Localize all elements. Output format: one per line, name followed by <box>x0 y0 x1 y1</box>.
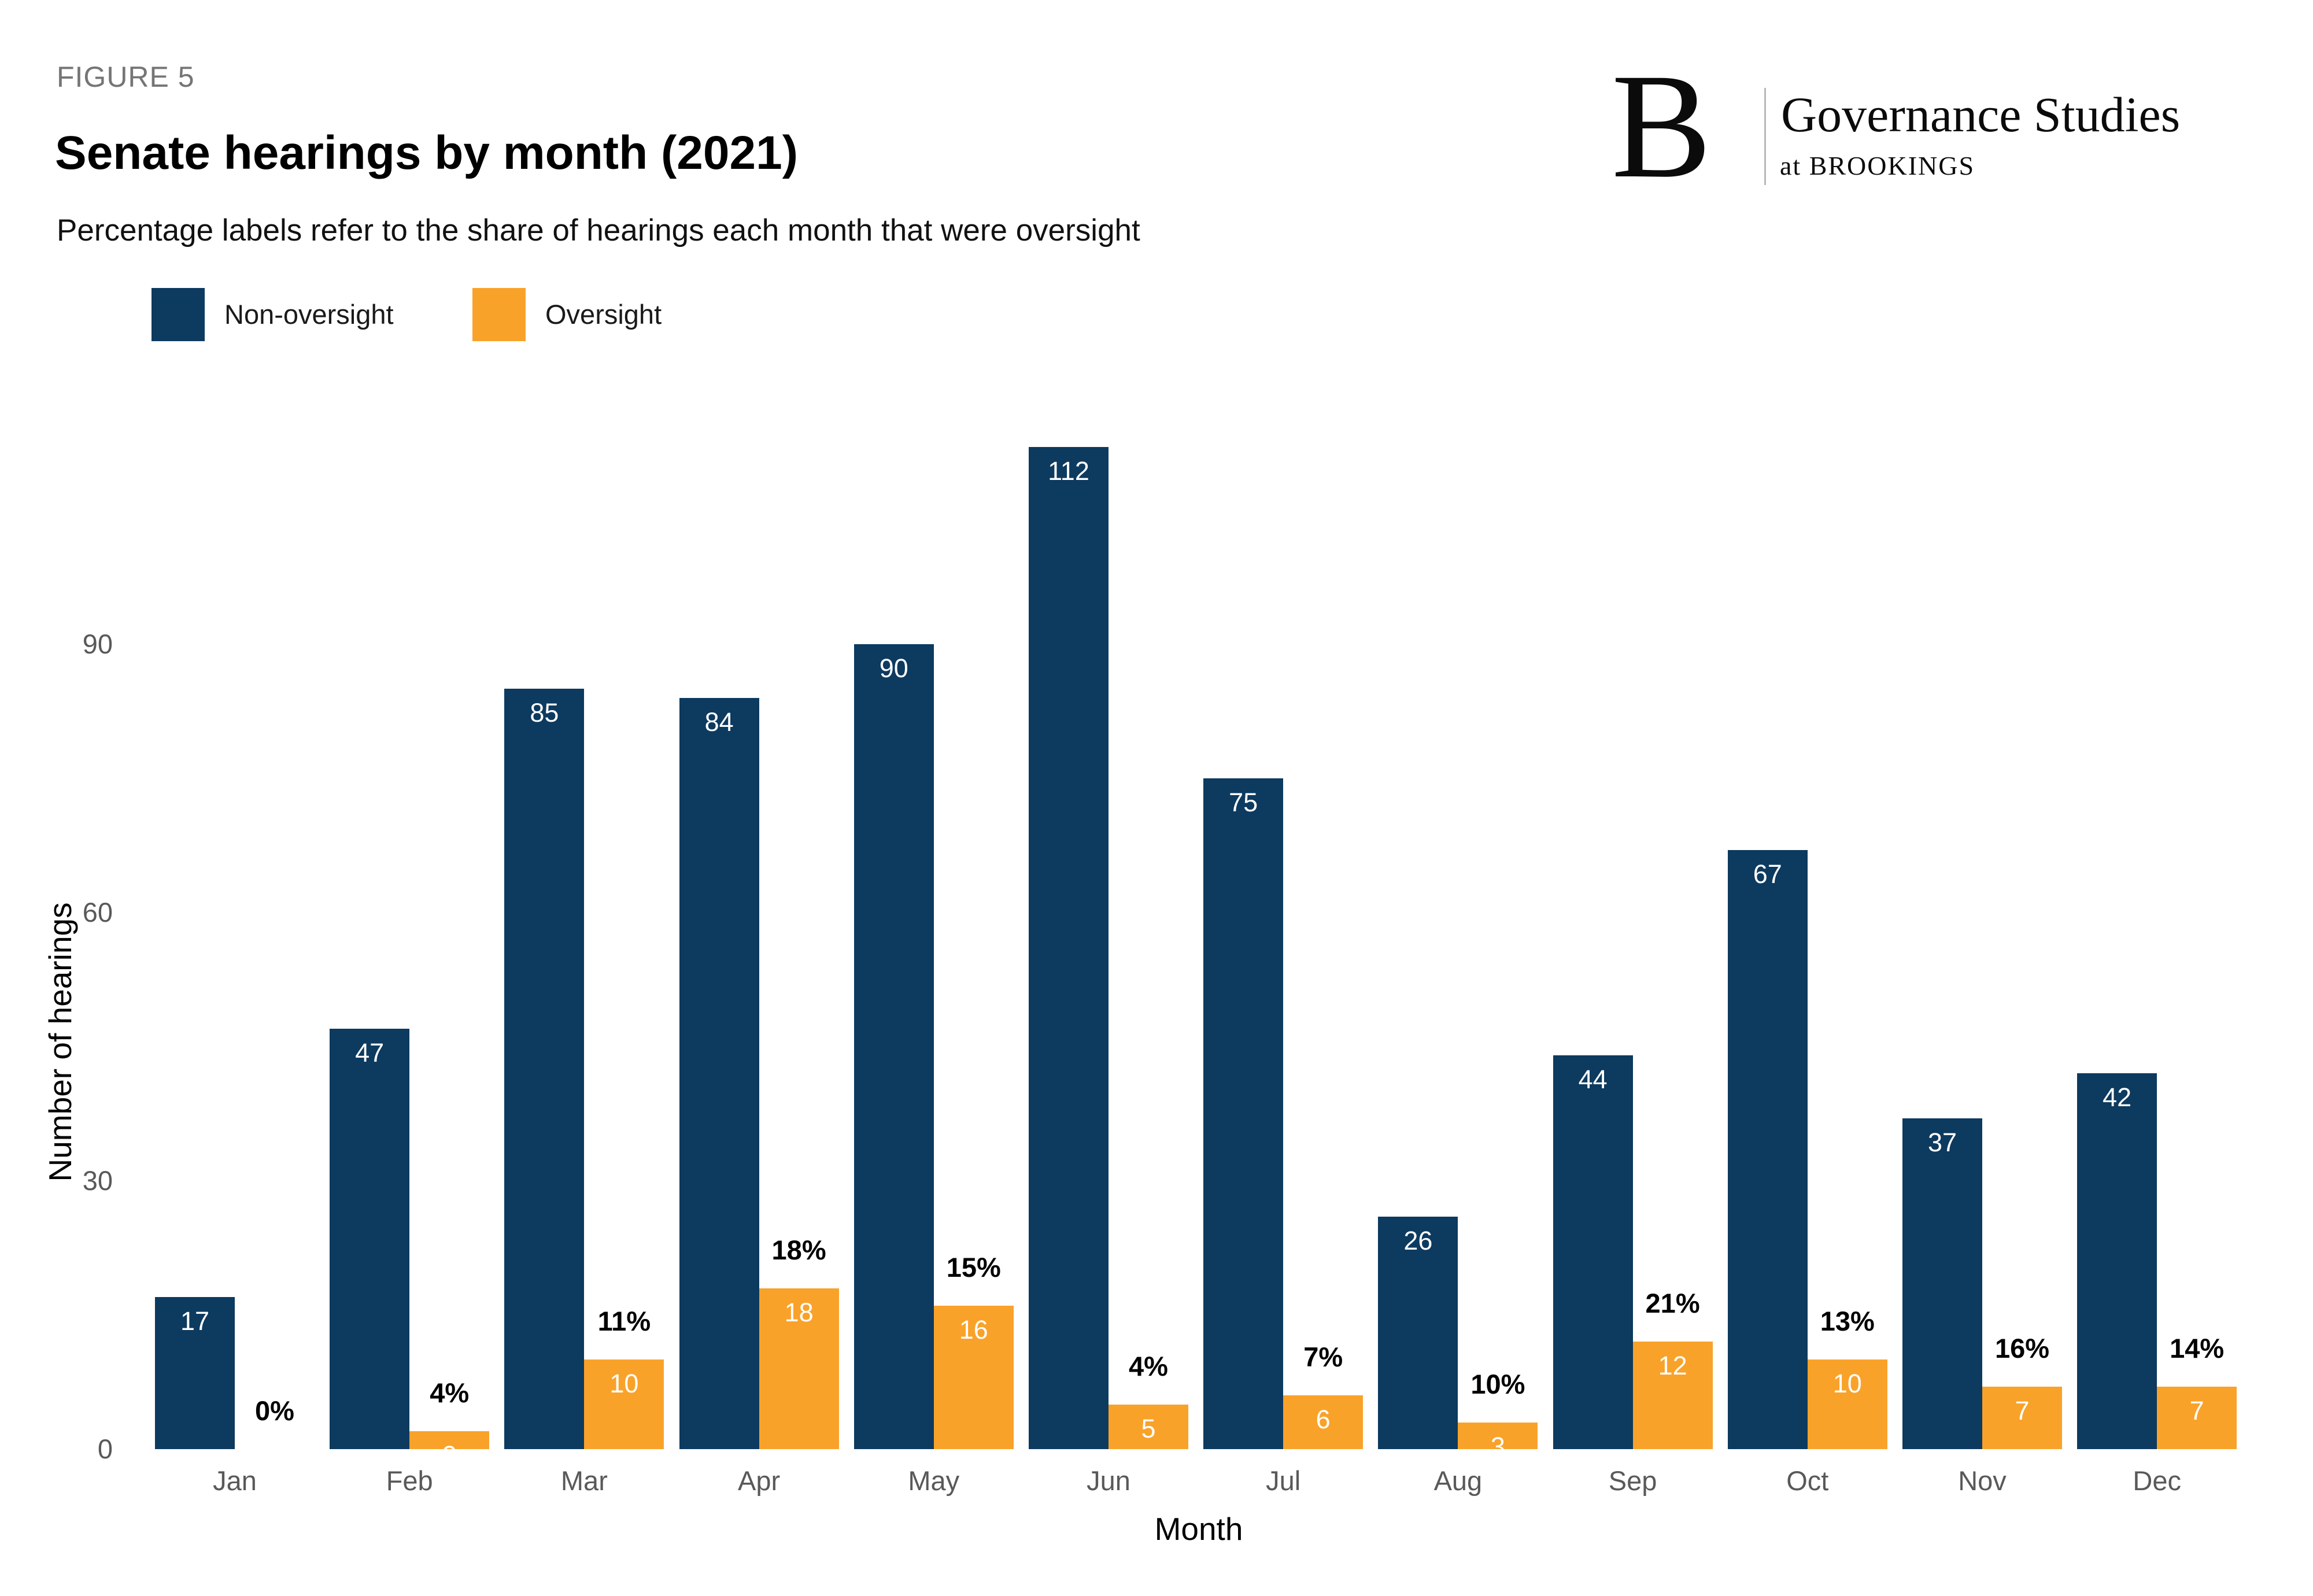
bar-value-non-oversight-aug: 26 <box>1403 1225 1433 1255</box>
bar-non-oversight-dec: 42 <box>2077 1073 2157 1449</box>
y-tick-90: 90 <box>82 628 113 659</box>
bar-value-oversight-oct: 10 <box>1832 1369 1862 1399</box>
bar-oversight-apr: 18 <box>759 1288 839 1449</box>
percent-label-jan: 0% <box>255 1395 294 1426</box>
y-tick-30: 30 <box>82 1165 113 1196</box>
bar-oversight-mar: 10 <box>584 1359 664 1449</box>
bar-non-oversight-nov: 37 <box>1902 1118 1982 1449</box>
bar-value-oversight-aug: 3 <box>1490 1431 1505 1449</box>
bar-value-oversight-apr: 18 <box>784 1297 814 1327</box>
legend-swatch-oversight <box>472 288 526 341</box>
bar-value-oversight-sep: 12 <box>1658 1351 1687 1381</box>
bar-non-oversight-apr: 84 <box>679 697 759 1449</box>
bar-oversight-nov: 7 <box>1982 1386 2062 1449</box>
x-tick-aug: Aug <box>1433 1465 1483 1496</box>
legend-label: Oversight <box>545 299 662 330</box>
bar-value-non-oversight-jun: 112 <box>1048 456 1089 486</box>
percent-label-nov: 16% <box>1994 1332 2050 1364</box>
x-axis-title: Month <box>1154 1511 1243 1547</box>
chart-subtitle: Percentage labels refer to the share of … <box>57 213 1140 247</box>
logo-divider <box>1764 88 1766 185</box>
bar-value-non-oversight-mar: 85 <box>530 698 559 728</box>
x-tick-jan: Jan <box>213 1465 257 1496</box>
bar-value-oversight-nov: 7 <box>2015 1395 2030 1425</box>
bar-non-oversight-oct: 67 <box>1727 849 1808 1449</box>
x-tick-may: May <box>908 1465 960 1496</box>
bar-value-oversight-jul: 6 <box>1316 1405 1331 1435</box>
percent-label-feb: 4% <box>430 1377 470 1409</box>
bar-value-oversight-dec: 7 <box>2189 1395 2204 1425</box>
y-tick-60: 60 <box>82 896 113 928</box>
bar-non-oversight-jan: 17 <box>155 1297 235 1449</box>
bar-oversight-jul: 6 <box>1283 1395 1364 1449</box>
chart-title: Senate hearings by month (2021) <box>55 127 799 179</box>
bar-value-non-oversight-apr: 84 <box>704 707 734 737</box>
bar-value-non-oversight-sep: 44 <box>1578 1065 1608 1095</box>
y-tick-0: 0 <box>97 1434 113 1464</box>
logo-org-name: at BROOKINGS <box>1780 151 1975 180</box>
x-tick-jul: Jul <box>1266 1465 1301 1496</box>
bar-oversight-aug: 3 <box>1458 1422 1538 1449</box>
bar-value-non-oversight-oct: 67 <box>1753 859 1782 889</box>
percent-label-mar: 11% <box>597 1306 651 1337</box>
x-tick-apr: Apr <box>738 1465 781 1496</box>
y-axis-title: Number of hearings <box>42 902 78 1182</box>
x-tick-nov: Nov <box>1958 1465 2007 1496</box>
percent-label-sep: 21% <box>1645 1288 1700 1319</box>
bar-oversight-feb: 2 <box>409 1431 490 1449</box>
bar-non-oversight-mar: 85 <box>504 689 585 1449</box>
legend-swatch-non-oversight <box>152 288 205 341</box>
x-tick-feb: Feb <box>386 1465 433 1496</box>
x-tick-dec: Dec <box>2133 1465 2181 1496</box>
bar-value-non-oversight-jan: 17 <box>180 1306 210 1336</box>
bar-oversight-sep: 12 <box>1632 1342 1713 1449</box>
bar-non-oversight-jul: 75 <box>1203 778 1284 1449</box>
bar-oversight-may: 16 <box>933 1306 1014 1449</box>
bar-non-oversight-may: 90 <box>853 644 934 1449</box>
percent-label-jun: 4% <box>1129 1350 1168 1381</box>
percent-label-dec: 14% <box>2170 1332 2225 1364</box>
bar-value-non-oversight-feb: 47 <box>355 1037 385 1067</box>
legend-label: Non-oversight <box>224 299 394 330</box>
bar-value-non-oversight-dec: 42 <box>2103 1083 2132 1113</box>
bar-non-oversight-aug: 26 <box>1378 1216 1458 1449</box>
x-tick-oct: Oct <box>1786 1465 1829 1496</box>
bar-value-oversight-feb: 2 <box>409 1440 489 1449</box>
logo-program-name: Governance Studies <box>1781 87 2181 142</box>
bar-oversight-jun: 5 <box>1109 1404 1188 1449</box>
bar-non-oversight-feb: 47 <box>330 1028 410 1449</box>
bar-value-oversight-may: 16 <box>959 1315 988 1345</box>
bar-oversight-oct: 10 <box>1807 1359 1887 1449</box>
percent-label-oct: 13% <box>1820 1306 1875 1337</box>
bar-non-oversight-sep: 44 <box>1553 1055 1633 1449</box>
bar-value-non-oversight-jul: 75 <box>1229 787 1258 817</box>
x-tick-mar: Mar <box>560 1465 608 1496</box>
bar-value-oversight-mar: 10 <box>609 1369 639 1399</box>
bar-value-non-oversight-may: 90 <box>879 653 908 683</box>
figure-label: FIGURE 5 <box>57 61 195 93</box>
bar-value-non-oversight-nov: 37 <box>1927 1127 1957 1157</box>
bar-value-oversight-jun: 5 <box>1141 1413 1156 1443</box>
x-tick-jun: Jun <box>1087 1465 1130 1496</box>
brookings-logo-b-monogram: B <box>1611 43 1712 209</box>
x-tick-sep: Sep <box>1608 1465 1657 1496</box>
bar-non-oversight-jun: 112 <box>1029 447 1109 1449</box>
percent-label-may: 15% <box>946 1252 1001 1283</box>
percent-label-jul: 7% <box>1303 1342 1343 1373</box>
percent-label-aug: 10% <box>1470 1368 1525 1399</box>
percent-label-apr: 18% <box>771 1234 826 1265</box>
bar-oversight-dec: 7 <box>2157 1386 2237 1449</box>
